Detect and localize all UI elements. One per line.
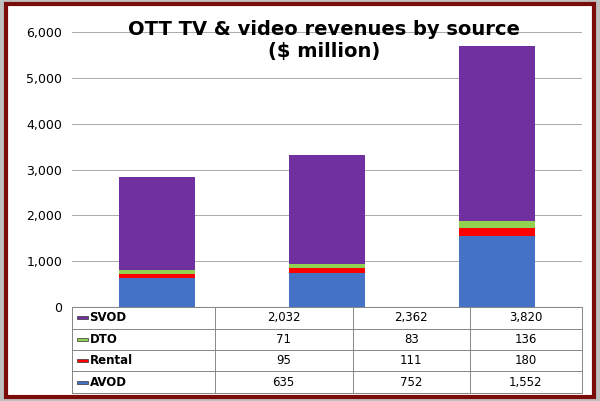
Text: 1,552: 1,552 (509, 376, 542, 389)
Bar (289, 264, 365, 267)
Bar (72, 328, 582, 350)
Text: 95: 95 (276, 354, 291, 367)
Bar (289, 156, 365, 264)
Text: 180: 180 (515, 354, 537, 367)
Bar (289, 267, 365, 273)
Bar (119, 278, 195, 307)
Text: SVOD: SVOD (89, 311, 127, 324)
Bar (72, 307, 582, 328)
Text: 635: 635 (272, 376, 295, 389)
Bar (119, 270, 195, 273)
Bar (77, 316, 88, 319)
Bar (119, 273, 195, 278)
Bar (459, 221, 535, 228)
Text: 83: 83 (404, 333, 419, 346)
Bar (119, 177, 195, 270)
Bar (459, 236, 535, 307)
Bar (72, 350, 582, 371)
Text: 136: 136 (515, 333, 537, 346)
Bar (77, 359, 88, 362)
Text: 2,362: 2,362 (394, 311, 428, 324)
Bar (77, 338, 88, 341)
Text: DTO: DTO (89, 333, 118, 346)
Text: Rental: Rental (89, 354, 133, 367)
Bar (459, 47, 535, 221)
Bar (72, 371, 582, 393)
Text: 111: 111 (400, 354, 422, 367)
Text: 3,820: 3,820 (509, 311, 542, 324)
Bar (289, 273, 365, 307)
Text: 752: 752 (400, 376, 422, 389)
Text: OTT TV & video revenues by source
($ million): OTT TV & video revenues by source ($ mil… (128, 20, 520, 61)
Text: 2,032: 2,032 (267, 311, 301, 324)
Bar (77, 381, 88, 384)
Bar (459, 228, 535, 236)
Text: 71: 71 (276, 333, 291, 346)
Text: AVOD: AVOD (89, 376, 127, 389)
